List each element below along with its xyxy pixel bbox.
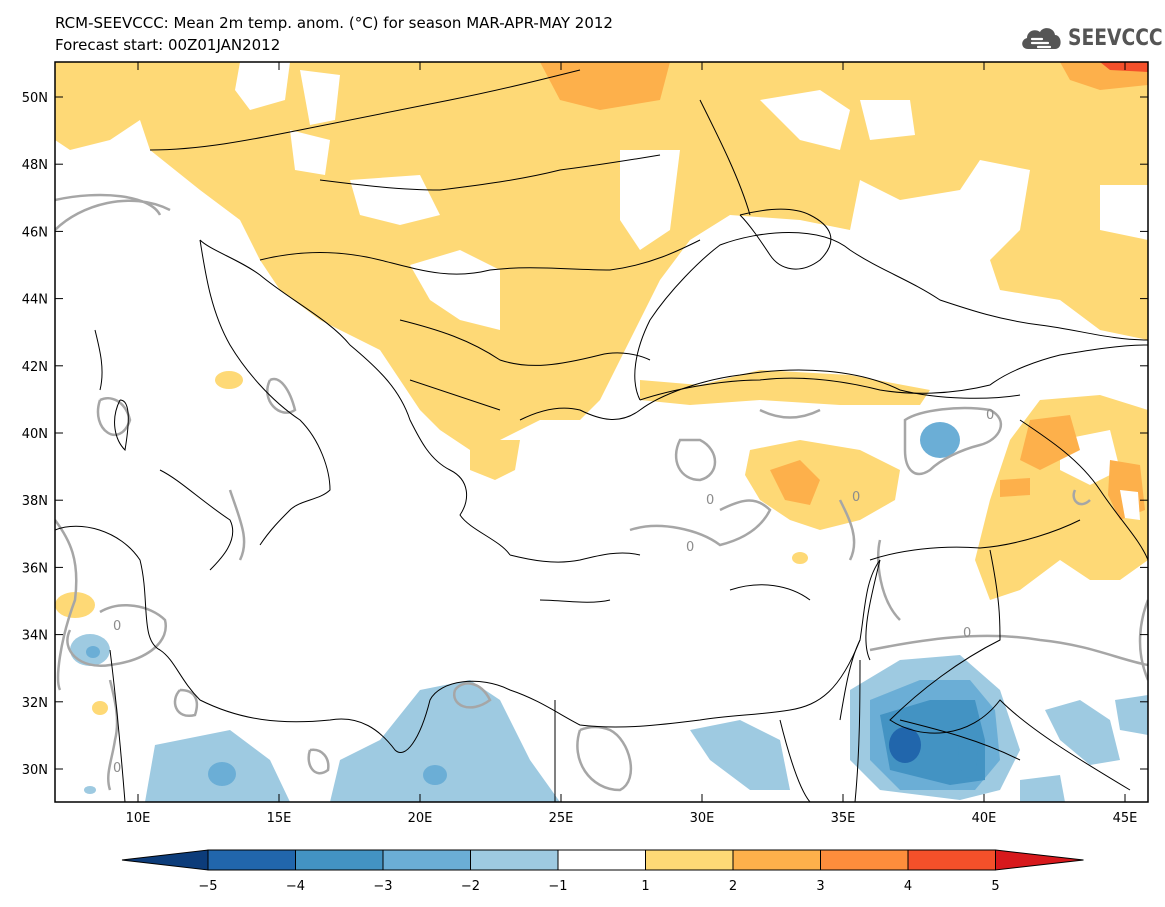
warm-anomaly-region-balkans-ukraine <box>140 62 1148 450</box>
cloud-icon <box>1022 28 1061 49</box>
longitude-axis: 10E 15E 20E 25E 30E 35E 40E 45E <box>126 62 1138 826</box>
warm-anomaly-spot-sardinia <box>215 371 243 389</box>
cold-anomaly-core <box>958 722 978 778</box>
cold-anomaly-region-east <box>1115 695 1148 735</box>
colorbar-label: 5 <box>991 879 999 894</box>
colorbar-segment <box>732 849 821 871</box>
national-borders <box>109 69 1148 802</box>
contour-label: 0 <box>706 493 714 508</box>
colorbar-label: −3 <box>373 879 392 894</box>
colorbar-segment <box>207 849 296 871</box>
map-title: RCM-SEEVCCC: Mean 2m temp. anom. (°C) fo… <box>55 14 613 32</box>
lat-tick-label: 36N <box>22 561 48 576</box>
cold-anomaly-core-4-5 <box>889 727 921 763</box>
lon-tick-label: 15E <box>267 811 292 826</box>
seevccc-logo: SEEVCCC <box>1018 22 1165 54</box>
cold-anomaly-region-south <box>1020 775 1065 802</box>
warm-anomaly-region-anatolia <box>745 440 900 530</box>
colorbar-segment <box>907 849 996 871</box>
lat-tick-label: 30N <box>22 763 48 778</box>
warm-anomaly-spot-libya <box>92 701 108 715</box>
lon-tick-label: 30E <box>690 811 715 826</box>
lat-tick-label: 42N <box>22 360 48 375</box>
neutral-region <box>290 130 330 175</box>
lat-tick-label: 50N <box>22 91 48 106</box>
zero-contours <box>55 193 1148 792</box>
lat-tick-label: 40N <box>22 427 48 442</box>
lat-tick-label: 38N <box>22 494 48 509</box>
lat-tick-label: 46N <box>22 225 48 240</box>
warm-anomaly-region-anatolia-north <box>640 370 930 405</box>
lon-tick-label: 20E <box>408 811 433 826</box>
anomaly-shading: 0 0 0 0 0 0 0 <box>55 62 1148 802</box>
warm-anomaly-spot-tunisia <box>55 592 95 618</box>
coastlines <box>55 208 1148 753</box>
colorbar-label: 4 <box>904 879 912 894</box>
latitude-axis: 50N 48N 46N 44N 42N 40N 38N 36N 34N 32N 30N <box>22 91 1148 778</box>
neutral-region <box>1120 490 1140 520</box>
neutral-region <box>350 175 440 225</box>
cold-anomaly-spot-2-3 <box>86 646 100 658</box>
colorbar-label: −1 <box>548 879 567 894</box>
colorbar-label: −4 <box>286 879 305 894</box>
neutral-region <box>410 250 500 330</box>
neutral-region <box>235 62 290 110</box>
anomaly-patch-2-3-east <box>1000 478 1030 497</box>
plot-frame <box>54 61 1149 803</box>
contour-label: 0 <box>852 490 860 505</box>
contour-label: 0 <box>686 540 694 555</box>
zero-contour-labels: 0 0 0 0 0 0 0 <box>113 408 994 776</box>
colorbar-segment <box>470 849 559 871</box>
cold-anomaly-region-iraq <box>1045 700 1120 765</box>
cold-anomaly-spot <box>84 786 96 794</box>
anomaly-patch-2-3-caucasus <box>1020 415 1080 470</box>
neutral-region <box>620 150 680 250</box>
contour-label: 0 <box>113 619 121 634</box>
lat-tick-label: 32N <box>22 696 48 711</box>
lon-tick-label: 40E <box>972 811 997 826</box>
cold-anomaly-region-egypt <box>690 720 790 790</box>
neutral-region <box>300 70 340 125</box>
colorbar: −5 −4 −3 −2 −1 1 2 3 4 5 <box>121 849 1084 894</box>
cold-anomaly-region-libya <box>330 680 560 802</box>
colorbar-end-low <box>121 849 209 871</box>
contour-label: 0 <box>113 761 121 776</box>
warm-anomaly-region-west <box>55 62 140 150</box>
colorbar-label: 3 <box>816 879 824 894</box>
cold-anomaly-spot-turkey-east <box>920 422 960 458</box>
lon-tick-label: 35E <box>831 811 856 826</box>
lon-tick-label: 10E <box>126 811 151 826</box>
lon-tick-label: 45E <box>1113 811 1138 826</box>
colorbar-end-high <box>995 849 1084 871</box>
anomaly-patch-2-3-north <box>540 62 670 110</box>
warm-anomaly-region-greece <box>470 440 520 480</box>
lon-tick-label: 25E <box>549 811 574 826</box>
cold-anomaly-spot-2-3 <box>423 765 447 785</box>
neutral-region <box>860 100 915 140</box>
anomaly-patch-4-5-northeast <box>1100 62 1148 72</box>
cold-anomaly-spot-2-3 <box>208 762 236 786</box>
colorbar-segment <box>645 849 734 871</box>
colorbar-segment <box>820 849 909 871</box>
colorbar-segment <box>557 849 646 871</box>
colorbar-segment <box>295 849 384 871</box>
neutral-region <box>1100 185 1148 240</box>
logo-text: SEEVCCC <box>1068 25 1163 51</box>
neutral-region <box>760 90 850 150</box>
colorbar-label: 2 <box>729 879 737 894</box>
colorbar-label: −2 <box>461 879 480 894</box>
lat-tick-label: 48N <box>22 158 48 173</box>
lat-tick-label: 44N <box>22 293 48 308</box>
colorbar-label: −5 <box>198 879 217 894</box>
warm-anomaly-spot-cyprus <box>792 552 808 564</box>
colorbar-segment <box>382 849 471 871</box>
anomaly-patch-2-3-anatolia <box>770 460 820 505</box>
contour-label: 0 <box>963 626 971 641</box>
lat-tick-label: 34N <box>22 629 48 644</box>
contour-label: 0 <box>986 408 994 423</box>
colorbar-label: 1 <box>641 879 649 894</box>
forecast-start-label: Forecast start: 00Z01JAN2012 <box>55 36 281 54</box>
